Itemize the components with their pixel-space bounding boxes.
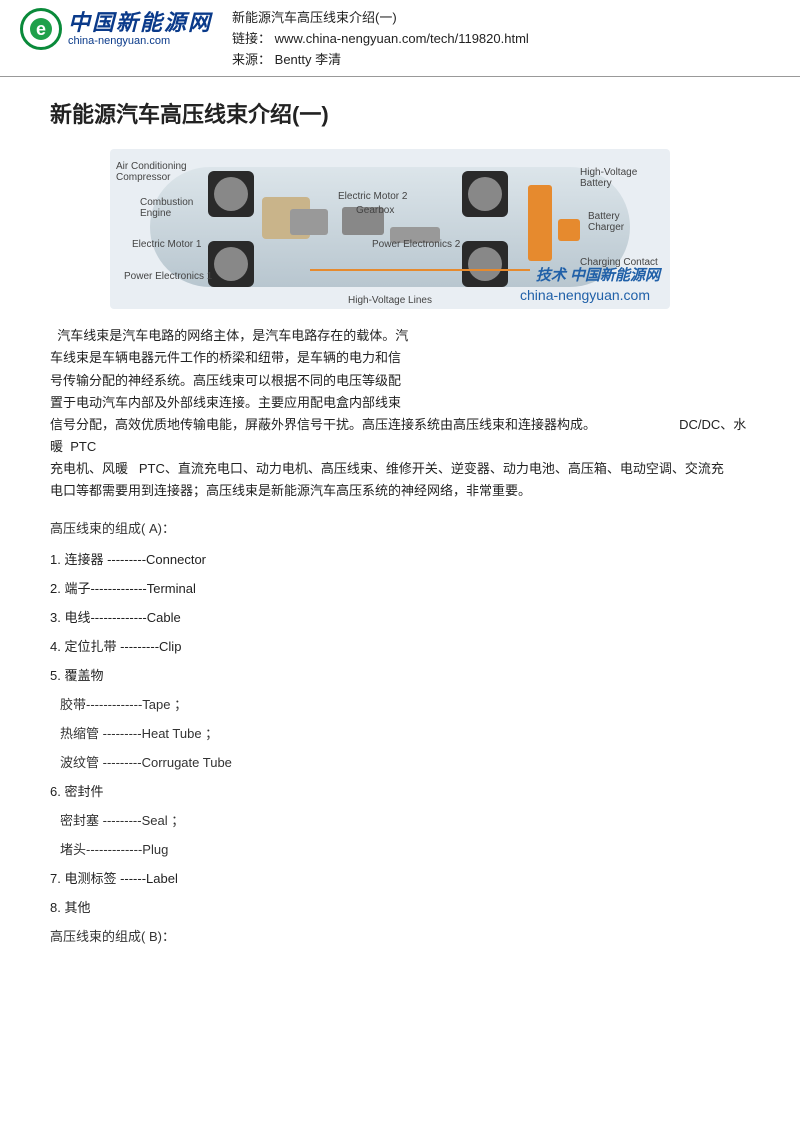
label-hvb: High-Voltage Battery — [580, 167, 637, 189]
label-pe2: Power Electronics 2 — [372, 239, 460, 250]
list-item: 波纹管 ---------Corrugate Tube — [60, 752, 750, 771]
list-item: 7. 电测标签 ------Label — [50, 868, 750, 887]
label-pe1: Power Electronics 1 — [124, 271, 212, 282]
link-label: 链接： — [232, 31, 271, 46]
list-item: 热缩管 ---------Heat Tube ； — [60, 723, 750, 742]
list-item: 5. 覆盖物 — [50, 665, 750, 684]
list-item: 1. 连接器 ---------Connector — [50, 549, 750, 568]
page-header: 中国新能源网 china-nengyuan.com 新能源汽车高压线束介绍(一)… — [0, 0, 800, 77]
label-gb: Gearbox — [356, 205, 394, 216]
diagram-watermark: 技术 中国新能源网 — [536, 264, 660, 285]
logo-text-cn: 中国新能源网 — [68, 11, 212, 35]
link-value: www.china-nengyuan.com/tech/119820.html — [275, 31, 529, 46]
header-meta: 新能源汽车高压线束介绍(一) 链接： www.china-nengyuan.co… — [232, 8, 529, 70]
header-title: 新能源汽车高压线束介绍(一) — [232, 8, 529, 29]
section-a-label: 高压线束的组成( A)： — [50, 518, 750, 537]
logo-icon — [20, 8, 62, 50]
source-value: Bentty 李清 — [275, 52, 341, 67]
diagram-watermark-sub: china-nengyuan.com — [520, 287, 650, 303]
list-item: 4. 定位扎带 ---------Clip — [50, 636, 750, 655]
charger-block — [558, 219, 580, 241]
source-label: 来源： — [232, 52, 271, 67]
label-bc: Battery Charger — [588, 211, 624, 233]
site-logo: 中国新能源网 china-nengyuan.com — [20, 8, 212, 50]
list-item: 堵头-------------Plug — [60, 839, 750, 858]
hv-battery-block — [528, 185, 552, 261]
list-item: 8. 其他 — [50, 897, 750, 916]
list-item: 密封塞 ---------Seal ； — [60, 810, 750, 829]
page-title: 新能源汽车高压线束介绍(一) — [50, 97, 750, 129]
section-b-label: 高压线束的组成( B)： — [50, 926, 750, 945]
list-item: 2. 端子-------------Terminal — [50, 578, 750, 597]
label-em2: Electric Motor 2 — [338, 191, 407, 202]
hv-line — [310, 269, 530, 271]
list-item: 3. 电线-------------Cable — [50, 607, 750, 626]
vehicle-diagram: Air Conditioning Compressor Combustion E… — [110, 149, 670, 309]
label-ac: Air Conditioning Compressor — [116, 161, 187, 183]
wheel-icon — [208, 241, 254, 287]
wheel-icon — [462, 241, 508, 287]
motor-block — [290, 209, 328, 235]
intro-paragraph: 汽车线束是汽车电路的网络主体，是汽车电路存在的载体。汽 车线束是车辆电器元件工作… — [50, 325, 750, 502]
wheel-icon — [462, 171, 508, 217]
wheel-icon — [208, 171, 254, 217]
logo-text-en: china-nengyuan.com — [68, 35, 212, 47]
list-item: 胶带-------------Tape ； — [60, 694, 750, 713]
label-em1: Electric Motor 1 — [132, 239, 201, 250]
label-ce: Combustion Engine — [140, 197, 193, 219]
label-hvl: High-Voltage Lines — [348, 295, 432, 306]
list-item: 6. 密封件 — [50, 781, 750, 800]
page-content: 新能源汽车高压线束介绍(一) Air Conditioning Compress… — [0, 77, 800, 977]
